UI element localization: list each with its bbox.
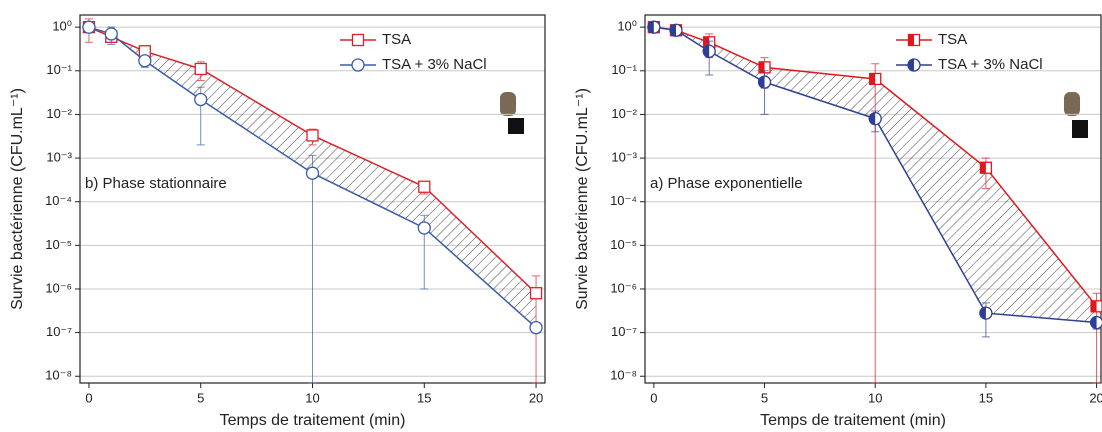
marker-shape: [351, 58, 365, 72]
marker: [669, 23, 683, 37]
y-axis-label: Survie bactérienne (CFU.mL⁻¹): [574, 88, 591, 310]
legend-label: TSA: [382, 31, 411, 48]
marker: [194, 62, 207, 76]
x-tick-label: 10: [868, 390, 882, 405]
x-tick-label: 20: [529, 390, 543, 405]
annotation: a) Phase exponentielle: [650, 175, 803, 192]
marker-shape: [104, 27, 118, 41]
marker-shape: [351, 33, 365, 47]
x-tick-label: 0: [650, 390, 657, 405]
legend-marker: [351, 58, 365, 72]
marker-shape: [82, 20, 96, 34]
error-bar: [308, 154, 317, 384]
y-tick-label: 10⁻²: [611, 106, 637, 121]
y-tick-label: 10⁻⁶: [610, 280, 637, 295]
x-tick-label: 5: [197, 390, 204, 405]
marker-fill: [1091, 300, 1097, 312]
legend-marker: [351, 33, 365, 47]
y-tick-label: 10⁻¹: [46, 62, 72, 77]
x-axis-label: Temps de traitement (min): [220, 412, 406, 429]
marker-shape: [418, 180, 431, 193]
marker: [702, 44, 716, 58]
y-tick-label: 10⁻⁷: [46, 324, 72, 339]
marker-shape: [417, 221, 431, 235]
y-tick-label: 10⁻⁴: [610, 193, 637, 208]
marker: [305, 166, 320, 180]
marker: [757, 75, 772, 89]
x-tick-label: 20: [1089, 390, 1102, 405]
y-tick-label: 10⁰: [617, 19, 637, 34]
marker: [418, 180, 431, 193]
marker-shape: [529, 287, 543, 300]
y-tick-label: 10⁻⁸: [610, 368, 637, 383]
marker: [868, 112, 882, 126]
y-tick-label: 10⁰: [52, 19, 72, 34]
marker: [306, 129, 319, 142]
marker: [82, 20, 96, 34]
y-tick-label: 10⁻⁵: [610, 237, 637, 252]
marker-shape: [305, 166, 320, 180]
annotation: b) Phase stationnaire: [85, 175, 227, 192]
marker: [104, 27, 118, 41]
marker-fill: [908, 59, 914, 71]
marker: [194, 92, 208, 107]
marker-shape: [194, 92, 208, 107]
marker-fill: [758, 76, 765, 89]
legend-label: TSA + 3% NaCl: [938, 56, 1043, 73]
marker-fill: [980, 162, 986, 174]
x-tick-label: 15: [979, 390, 993, 405]
icon: [500, 92, 1088, 138]
marker-fill: [669, 24, 676, 37]
marker: [1090, 300, 1102, 313]
marker-fill: [869, 73, 876, 85]
marker-shape: [529, 320, 543, 335]
x-tick-label: 15: [417, 390, 431, 405]
y-tick-label: 10⁻²: [46, 106, 72, 121]
marker-shape: [306, 129, 319, 142]
legend-marker: [907, 33, 921, 47]
marker-shape: [138, 54, 152, 68]
y-tick-label: 10⁻⁴: [45, 193, 72, 208]
x-tick-label: 0: [85, 390, 92, 405]
y-tick-label: 10⁻³: [611, 150, 637, 165]
legend-marker: [907, 58, 921, 72]
marker-shape: [194, 62, 207, 76]
marker: [529, 320, 543, 335]
y-tick-label: 10⁻³: [46, 150, 72, 165]
x-tick-label: 10: [305, 390, 319, 405]
y-tick-label: 10⁻¹: [611, 62, 637, 77]
marker: [869, 72, 882, 86]
y-tick-label: 10⁻⁶: [45, 280, 72, 295]
y-tick-label: 10⁻⁵: [45, 237, 72, 252]
marker-fill: [869, 112, 876, 125]
marker-fill: [908, 34, 914, 46]
marker-fill: [759, 61, 765, 73]
x-tick-label: 5: [761, 390, 768, 405]
marker: [529, 287, 543, 300]
marker: [138, 54, 152, 68]
marker: [417, 221, 431, 235]
marker: [979, 306, 993, 320]
y-tick-label: 10⁻⁸: [45, 368, 72, 383]
hatched-area: [653, 27, 1097, 323]
y-tick-label: 10⁻⁷: [611, 324, 637, 339]
legend-label: TSA: [938, 31, 967, 48]
marker-fill: [1090, 316, 1097, 329]
marker-fill: [979, 307, 986, 320]
marker-fill: [703, 36, 710, 48]
legend-label: TSA + 3% NaCl: [382, 56, 487, 73]
marker: [979, 161, 993, 174]
marker: [647, 20, 661, 34]
marker-fill: [703, 45, 710, 58]
marker-fill: [647, 21, 654, 34]
x-axis-label: Temps de traitement (min): [760, 412, 946, 429]
y-axis-label: Survie bactérienne (CFU.mL⁻¹): [9, 88, 26, 310]
marker: [1089, 315, 1102, 330]
